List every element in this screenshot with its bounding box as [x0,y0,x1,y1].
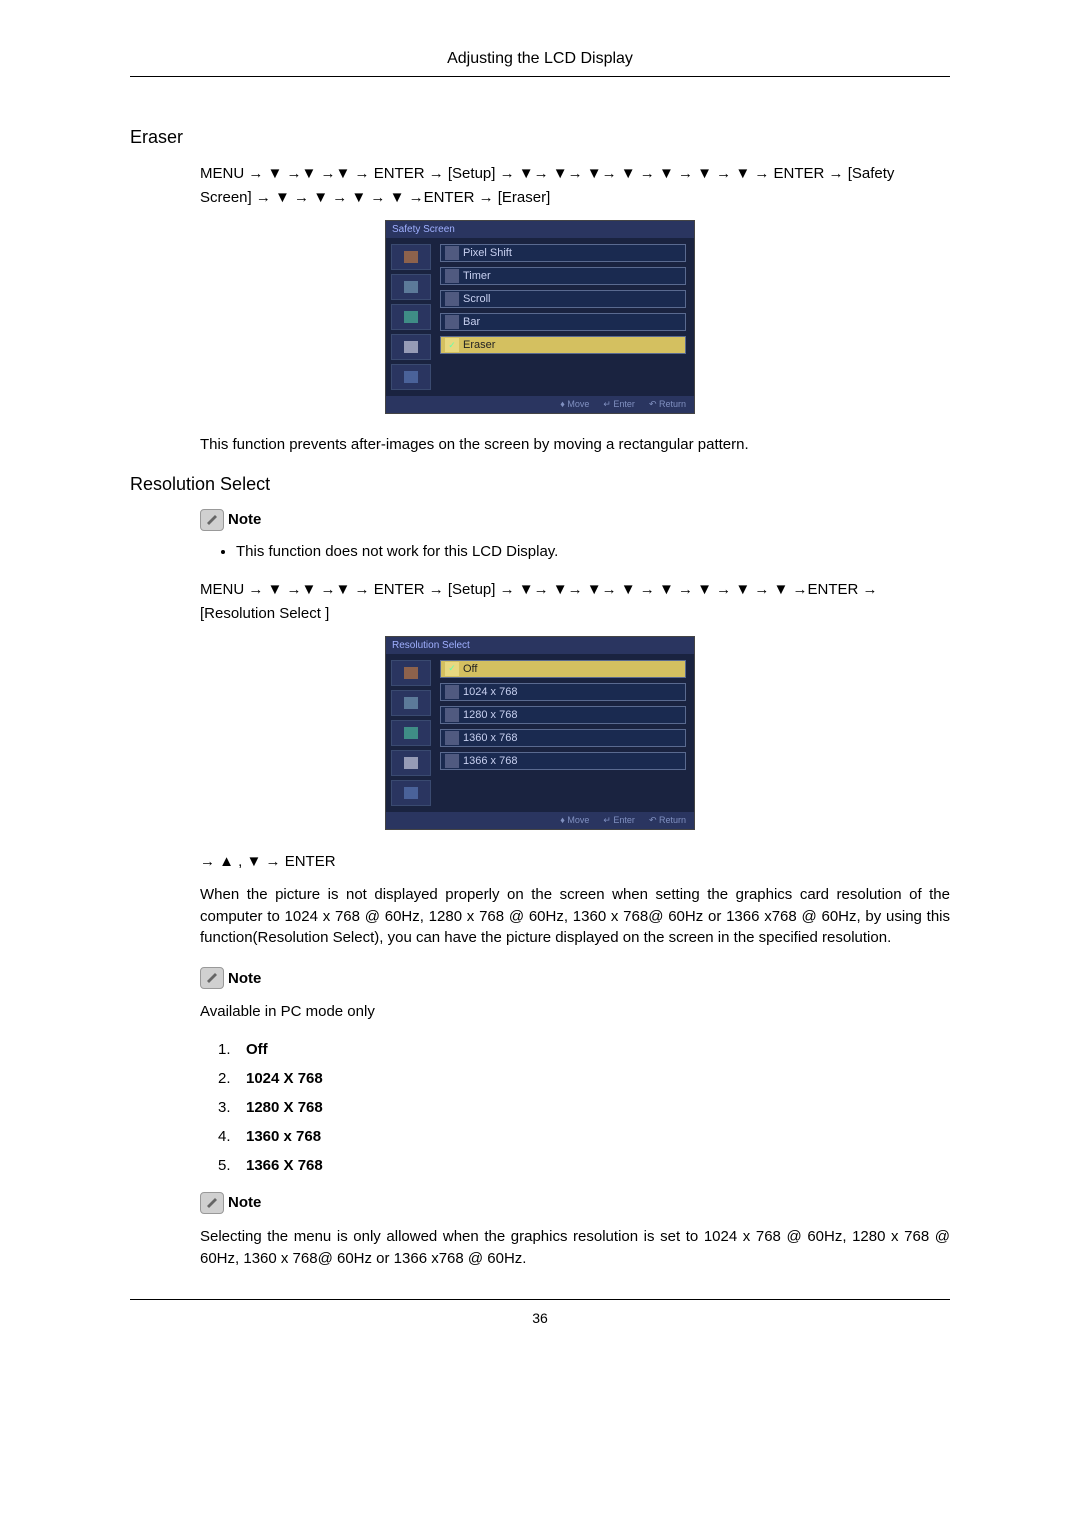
note-label: Note [228,970,261,987]
resolution-note-body: Selecting the menu is only allowed when … [200,1226,950,1270]
osd-menu-item-label: Off [463,663,477,675]
osd-footer-return: ↶ Return [649,815,686,826]
osd-sidebar-icon[interactable] [391,244,431,270]
osd-footer: ♦ Move ↵ Enter ↶ Return [386,812,694,829]
osd-footer-enter: ↵ Enter [603,399,635,410]
osd-menu-item-label: 1024 x 768 [463,686,517,698]
osd-menu-item[interactable]: ✓ Eraser [440,336,686,354]
section-title-eraser: Eraser [130,127,950,148]
checkbox-icon [445,292,459,306]
resolution-list-item: 4.1360 x 768 [218,1128,950,1145]
osd-footer-move: ♦ Move [560,815,589,826]
osd-sidebar-icon[interactable] [391,660,431,686]
osd-title: Resolution Select [386,637,694,654]
note-icon [200,1192,224,1214]
osd-footer-enter: ↵ Enter [603,815,635,826]
osd-sidebar-icon[interactable] [391,334,431,360]
osd-menu-item[interactable]: Scroll [440,290,686,308]
osd-sidebar-icon[interactable] [391,720,431,746]
resolution-list-item: 5.1366 X 768 [218,1157,950,1174]
osd-menu-item[interactable]: Timer [440,267,686,285]
checkbox-icon [445,315,459,329]
resolution-list: 1.Off 2.1024 X 768 3.1280 X 768 4.1360 x 76… [218,1041,950,1174]
osd-menu-item[interactable]: ✓ Off [440,660,686,678]
osd-title: Safety Screen [386,221,694,238]
bullet-list: This function does not work for this LCD… [220,543,950,560]
bullet-item: This function does not work for this LCD… [236,543,950,560]
resolution-list-item: 1.Off [218,1041,950,1058]
osd-menu-item[interactable]: Pixel Shift [440,244,686,262]
osd-menu-item-label: Timer [463,270,491,282]
osd-menu: Pixel Shift Timer Scroll Bar ✓ Eraser [436,238,694,396]
checkbox-icon [445,731,459,745]
osd-menu-item[interactable]: 1366 x 768 [440,752,686,770]
osd-sidebar [386,654,436,812]
osd-menu-item[interactable]: Bar [440,313,686,331]
checkbox-icon [445,708,459,722]
page-header: Adjusting the LCD Display [130,50,950,77]
checkbox-icon: ✓ [445,338,459,352]
osd-footer-move: ♦ Move [560,399,589,410]
note-label: Note [228,511,261,528]
note-block-1: Note [200,509,950,531]
resolution-list-item: 2.1024 X 768 [218,1070,950,1087]
eraser-description: This function prevents after-images on t… [200,434,950,456]
osd-sidebar-icon[interactable] [391,364,431,390]
osd-menu-item[interactable]: 1024 x 768 [440,683,686,701]
osd-menu-item[interactable]: 1280 x 768 [440,706,686,724]
osd-sidebar-icon[interactable] [391,690,431,716]
page-number: 36 [130,1299,950,1326]
section-title-resolution: Resolution Select [130,474,950,495]
checkbox-icon [445,269,459,283]
osd-menu-item-label: 1280 x 768 [463,709,517,721]
osd-footer-return: ↶ Return [649,399,686,410]
osd-sidebar-icon[interactable] [391,780,431,806]
osd-sidebar-icon[interactable] [391,750,431,776]
note-label: Note [228,1194,261,1211]
osd-footer: ♦ Move ↵ Enter ↶ Return [386,396,694,413]
osd-sidebar-icon[interactable] [391,304,431,330]
checkbox-icon: ✓ [445,662,459,676]
note-icon [200,509,224,531]
checkbox-icon [445,754,459,768]
osd-menu-item[interactable]: 1360 x 768 [440,729,686,747]
osd-sidebar [386,238,436,396]
osd-menu-item-label: Pixel Shift [463,247,512,259]
note-icon [200,967,224,989]
osd-panel-resolution-select: Resolution Select ✓ Off 1024 x 768 1280 x 7… [385,636,695,830]
nav-path-resolution-2: → ▲ , ▼ → ENTER [200,850,950,874]
osd-panel-safety-screen: Safety Screen Pixel Shift Timer Scroll Bar ✓… [385,220,695,414]
checkbox-icon [445,685,459,699]
note-block-3: Note [200,1192,950,1214]
osd-menu-item-label: Scroll [463,293,491,305]
osd-menu-item-label: 1360 x 768 [463,732,517,744]
resolution-description: When the picture is not displayed proper… [200,884,950,949]
checkbox-icon [445,246,459,260]
nav-path-resolution: MENU → ▼ →▼ →▼ → ENTER → [Setup] → ▼→ ▼→… [200,578,950,626]
nav-path-eraser: MENU → ▼ →▼ →▼ → ENTER → [Setup] → ▼→ ▼→… [200,162,950,210]
resolution-list-item: 3.1280 X 768 [218,1099,950,1116]
osd-menu-item-label: Bar [463,316,480,328]
osd-sidebar-icon[interactable] [391,274,431,300]
osd-menu-item-label: 1366 x 768 [463,755,517,767]
note-block-2: Note [200,967,950,989]
osd-menu: ✓ Off 1024 x 768 1280 x 768 1360 x 768 1366 x… [436,654,694,812]
osd-menu-item-label: Eraser [463,339,495,351]
available-text: Available in PC mode only [200,1001,950,1023]
